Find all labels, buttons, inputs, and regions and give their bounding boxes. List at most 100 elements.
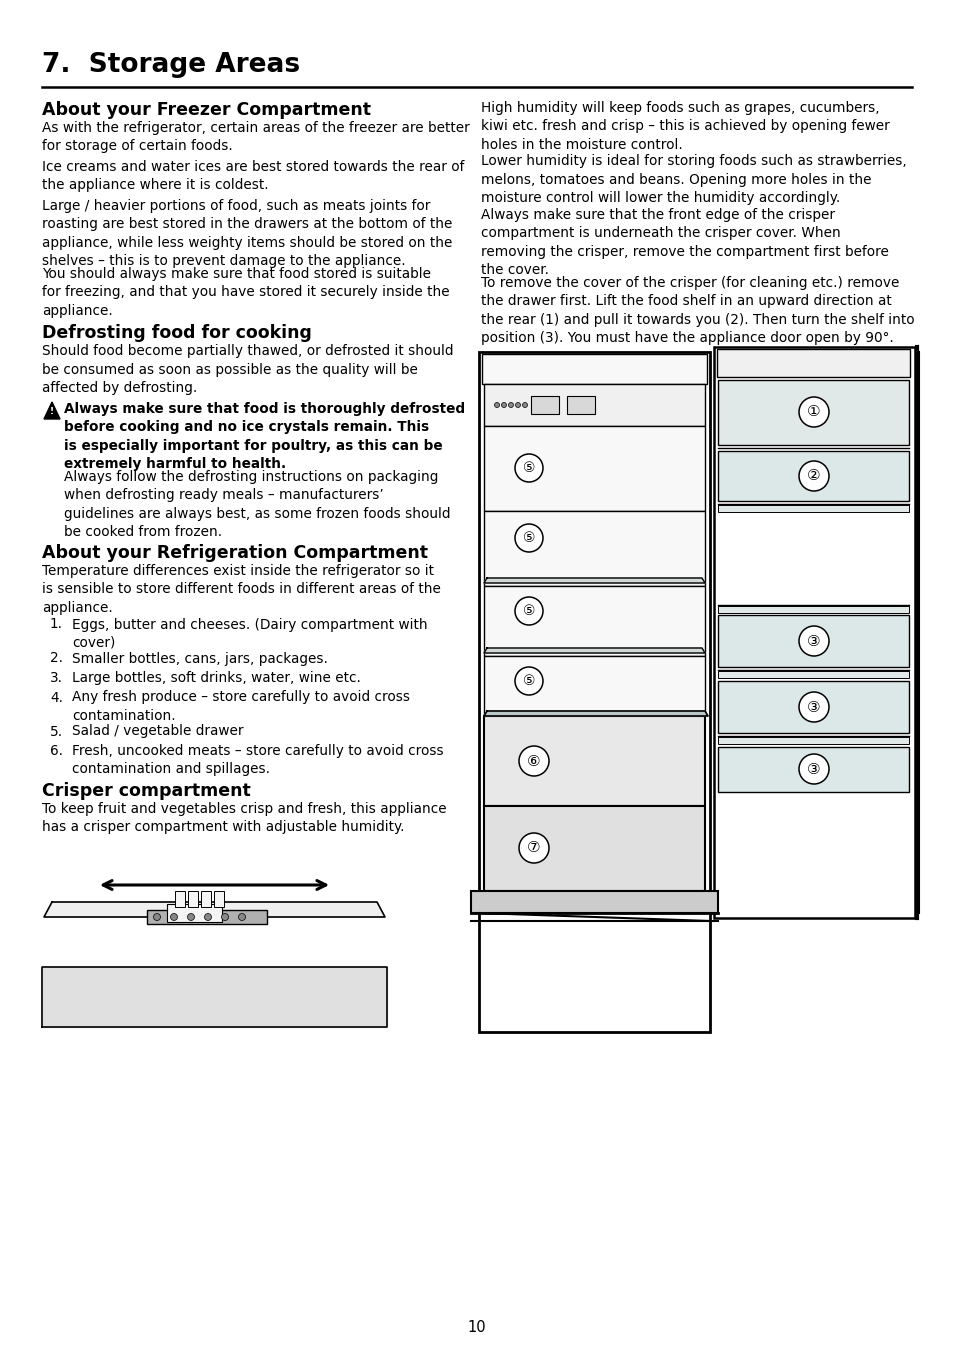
Text: Large bottles, soft drinks, water, wine etc.: Large bottles, soft drinks, water, wine … [71, 671, 360, 684]
Circle shape [799, 460, 828, 491]
Circle shape [508, 402, 513, 408]
Circle shape [515, 597, 542, 625]
Polygon shape [483, 578, 704, 583]
Text: ⑤: ⑤ [522, 674, 535, 688]
Circle shape [221, 914, 229, 921]
Text: Large / heavier portions of food, such as meats joints for
roasting are best sto: Large / heavier portions of food, such a… [42, 198, 452, 269]
Polygon shape [44, 402, 60, 418]
Circle shape [238, 914, 245, 921]
Bar [718, 680, 908, 733]
Text: Ice creams and water ices are best stored towards the rear of
the appliance wher: Ice creams and water ices are best store… [42, 161, 464, 193]
Text: ①: ① [806, 405, 820, 420]
Text: Lower humidity is ideal for storing foods such as strawberries,
melons, tomatoes: Lower humidity is ideal for storing food… [480, 154, 905, 205]
Circle shape [515, 667, 542, 695]
Text: Temperature differences exist inside the refrigerator so it
is sensible to store: Temperature differences exist inside the… [42, 564, 440, 614]
Circle shape [799, 755, 828, 784]
Text: 6.: 6. [50, 744, 63, 757]
Text: 2.: 2. [50, 652, 63, 666]
Bar [718, 505, 908, 512]
Circle shape [153, 914, 160, 921]
Bar [471, 891, 718, 913]
Circle shape [799, 693, 828, 722]
Polygon shape [483, 648, 704, 653]
Bar [213, 891, 224, 907]
Bar [483, 427, 704, 512]
Text: To keep fruit and vegetables crisp and fresh, this appliance
has a crisper compa: To keep fruit and vegetables crisp and f… [42, 802, 446, 834]
Bar [718, 616, 908, 667]
Circle shape [518, 747, 548, 776]
Bar [713, 347, 914, 918]
Text: ③: ③ [806, 633, 820, 648]
Text: About your Refrigeration Compartment: About your Refrigeration Compartment [42, 544, 428, 562]
Text: Smaller bottles, cans, jars, packages.: Smaller bottles, cans, jars, packages. [71, 652, 328, 666]
Bar [174, 891, 185, 907]
Text: Always make sure that the front edge of the crisper
compartment is underneath th: Always make sure that the front edge of … [480, 208, 888, 277]
Circle shape [515, 454, 542, 482]
Text: 1.: 1. [50, 617, 63, 632]
Circle shape [188, 914, 194, 921]
Text: Any fresh produce – store carefully to avoid cross
contamination.: Any fresh produce – store carefully to a… [71, 690, 410, 722]
Circle shape [799, 397, 828, 427]
Circle shape [799, 626, 828, 656]
Text: High humidity will keep foods such as grapes, cucumbers,
kiwi etc. fresh and cri: High humidity will keep foods such as gr… [480, 101, 889, 151]
Text: You should always make sure that food stored is suitable
for freezing, and that : You should always make sure that food st… [42, 267, 449, 317]
Bar [718, 451, 908, 501]
Text: ⑤: ⑤ [522, 531, 535, 545]
Bar [201, 891, 211, 907]
Bar [483, 716, 704, 806]
Text: ⑦: ⑦ [527, 841, 540, 856]
Text: !: ! [50, 406, 54, 416]
Bar [188, 891, 198, 907]
Bar [481, 354, 706, 383]
Bar [483, 512, 704, 586]
Circle shape [515, 524, 542, 552]
Circle shape [171, 914, 177, 921]
Text: Defrosting food for cooking: Defrosting food for cooking [42, 324, 312, 343]
Bar [718, 737, 908, 744]
Text: ③: ③ [806, 761, 820, 776]
Text: ⑤: ⑤ [522, 603, 535, 618]
Text: Fresh, uncooked meats – store carefully to avoid cross
contamination and spillag: Fresh, uncooked meats – store carefully … [71, 744, 443, 776]
Bar [483, 806, 704, 891]
Text: 3.: 3. [50, 671, 63, 684]
Text: Always make sure that food is thoroughly defrosted
before cooking and no ice cry: Always make sure that food is thoroughly… [64, 402, 465, 471]
Text: Should food become partially thawed, or defrosted it should
be consumed as soon : Should food become partially thawed, or … [42, 344, 453, 396]
Text: ⑥: ⑥ [527, 753, 540, 768]
Bar [718, 747, 908, 792]
Bar [717, 350, 909, 377]
Text: Salad / vegetable drawer: Salad / vegetable drawer [71, 725, 243, 738]
Bar [147, 910, 267, 923]
Polygon shape [44, 902, 385, 917]
Bar [566, 396, 595, 414]
Text: 5.: 5. [50, 725, 63, 738]
Circle shape [501, 402, 506, 408]
Bar [718, 606, 908, 613]
Circle shape [518, 833, 548, 863]
Circle shape [515, 402, 520, 408]
Text: ③: ③ [806, 699, 820, 714]
Text: Eggs, butter and cheeses. (Dairy compartment with
cover): Eggs, butter and cheeses. (Dairy compart… [71, 617, 427, 649]
Text: To remove the cover of the crisper (for cleaning etc.) remove
the drawer first. : To remove the cover of the crisper (for … [480, 275, 914, 346]
Bar [483, 656, 704, 716]
Bar [478, 352, 709, 1031]
Bar [483, 586, 704, 656]
Bar [718, 379, 908, 446]
Circle shape [520, 674, 537, 688]
Text: As with the refrigerator, certain areas of the freezer are better
for storage of: As with the refrigerator, certain areas … [42, 122, 469, 154]
Bar [531, 396, 558, 414]
Text: Always follow the defrosting instructions on packaging
when defrosting ready mea: Always follow the defrosting instruction… [64, 470, 450, 539]
Text: 7.  Storage Areas: 7. Storage Areas [42, 53, 300, 78]
Text: 10: 10 [467, 1320, 486, 1335]
Circle shape [204, 914, 212, 921]
Bar [718, 671, 908, 678]
Text: ②: ② [806, 468, 820, 483]
Text: 4.: 4. [50, 690, 63, 705]
Polygon shape [483, 711, 707, 716]
Bar [483, 383, 704, 427]
Circle shape [522, 402, 527, 408]
Text: About your Freezer Compartment: About your Freezer Compartment [42, 101, 371, 119]
Text: Crisper compartment: Crisper compartment [42, 782, 251, 801]
Polygon shape [42, 967, 387, 1027]
Circle shape [494, 402, 499, 408]
Text: ⑤: ⑤ [522, 460, 535, 475]
